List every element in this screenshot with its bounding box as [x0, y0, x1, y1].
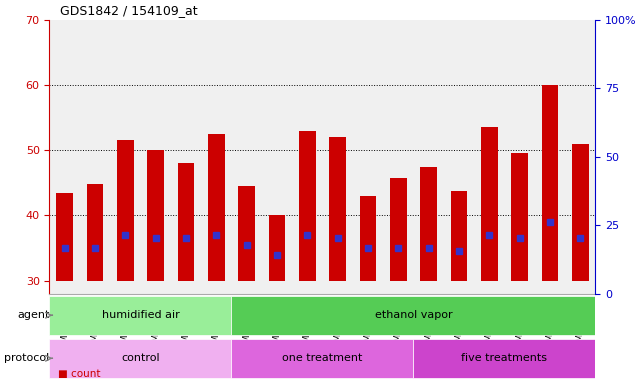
- Text: one treatment: one treatment: [282, 353, 363, 363]
- Bar: [117, 141, 133, 281]
- Text: agent: agent: [17, 310, 49, 320]
- Bar: [147, 150, 164, 281]
- Bar: [451, 190, 467, 281]
- Bar: [208, 134, 224, 281]
- Bar: [178, 163, 194, 281]
- Text: ethanol vapor: ethanol vapor: [374, 310, 453, 320]
- Text: five treatments: five treatments: [462, 353, 547, 363]
- Bar: [299, 131, 315, 281]
- FancyBboxPatch shape: [231, 339, 413, 378]
- Bar: [542, 85, 558, 281]
- Bar: [420, 167, 437, 281]
- Text: GDS1842 / 154109_at: GDS1842 / 154109_at: [60, 4, 198, 17]
- Bar: [269, 215, 285, 281]
- Bar: [87, 184, 103, 281]
- Text: ■ count: ■ count: [58, 369, 100, 379]
- Text: protocol: protocol: [4, 353, 49, 363]
- Bar: [238, 186, 255, 281]
- Bar: [572, 144, 588, 281]
- Bar: [390, 177, 406, 281]
- Bar: [360, 196, 376, 281]
- Bar: [56, 193, 73, 281]
- Text: humidified air: humidified air: [101, 310, 179, 320]
- FancyBboxPatch shape: [49, 339, 231, 378]
- Bar: [481, 127, 497, 281]
- FancyBboxPatch shape: [413, 339, 595, 378]
- FancyBboxPatch shape: [49, 296, 231, 334]
- Text: control: control: [121, 353, 160, 363]
- Bar: [512, 154, 528, 281]
- FancyBboxPatch shape: [231, 296, 595, 334]
- Bar: [329, 137, 346, 281]
